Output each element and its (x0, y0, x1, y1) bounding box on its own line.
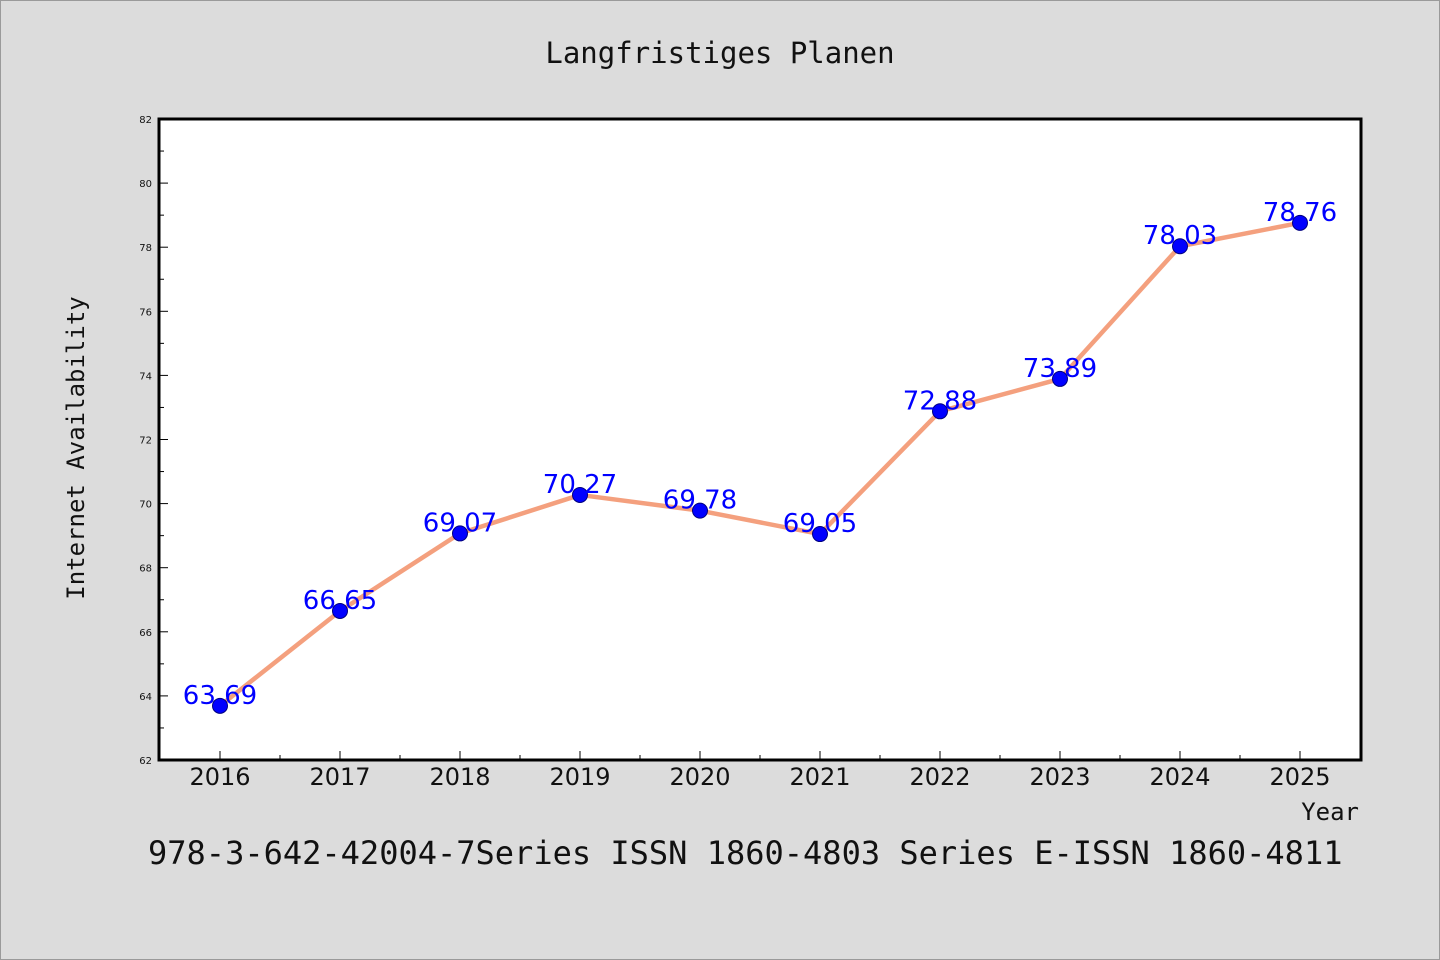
x-tick-label: 2022 (909, 763, 970, 791)
data-point (692, 502, 708, 519)
data-point (932, 403, 948, 420)
y-tick-label: 66 (139, 628, 152, 639)
y-tick-label: 70 (139, 500, 152, 511)
data-label: 73.89 (1023, 354, 1097, 384)
x-tick-label: 2018 (429, 763, 490, 791)
data-label: 69.05 (783, 509, 857, 539)
y-tick-label: 64 (139, 692, 152, 703)
data-point (1172, 238, 1188, 255)
x-tick-label: 2020 (669, 763, 730, 791)
plot-border (157, 117, 1363, 762)
y-tick-label: 78 (139, 243, 152, 254)
data-label: 78.03 (1143, 221, 1217, 251)
y-tick-label: 68 (139, 564, 152, 575)
y-tick-label: 74 (139, 371, 152, 382)
data-label: 66.65 (303, 586, 377, 616)
x-axis-label: Year (1301, 798, 1359, 826)
x-tick-label: 2025 (1269, 763, 1330, 791)
data-point (1052, 370, 1068, 387)
x-tick-label: 2024 (1149, 763, 1210, 791)
plot-area (159, 119, 1361, 760)
axes: 62 64 66 68 70 72 74 76 78 80 82 2016 2017 2018 2019 20… (139, 115, 1330, 791)
data-point (452, 525, 468, 542)
data-point (572, 486, 588, 503)
chart-title: Langfristiges Planen (545, 36, 894, 70)
data-point (1292, 214, 1308, 231)
x-tick-label: 2019 (549, 763, 610, 791)
y-axis-label: Internet Availability (62, 296, 90, 599)
data-point (332, 602, 348, 619)
y-tick-label: 82 (139, 115, 152, 126)
data-label: 69.07 (423, 508, 497, 538)
footer-text: 978-3-642-42004-7Series ISSN 1860-4803 S… (148, 834, 1342, 872)
y-tick-label: 76 (139, 307, 152, 318)
x-tick-label: 2017 (309, 763, 370, 791)
x-tick-label: 2021 (789, 763, 850, 791)
y-tick-label: 62 (139, 756, 152, 767)
data-point (812, 526, 828, 543)
series-line (218, 220, 1301, 708)
data-label: 63.69 (183, 681, 257, 711)
x-tick-label: 2016 (189, 763, 250, 791)
y-tick-label: 80 (139, 179, 152, 190)
data-label: 70.27 (543, 470, 617, 500)
data-label: 69.78 (663, 486, 737, 516)
data-label: 72.88 (903, 386, 977, 416)
series-layer: 63.69 66.65 69.07 70.27 69.78 69.05 72.88 73.89… (183, 198, 1337, 714)
data-point (212, 697, 228, 714)
x-tick-label: 2023 (1029, 763, 1090, 791)
data-label: 78.76 (1263, 198, 1337, 228)
y-tick-label: 72 (139, 436, 152, 447)
